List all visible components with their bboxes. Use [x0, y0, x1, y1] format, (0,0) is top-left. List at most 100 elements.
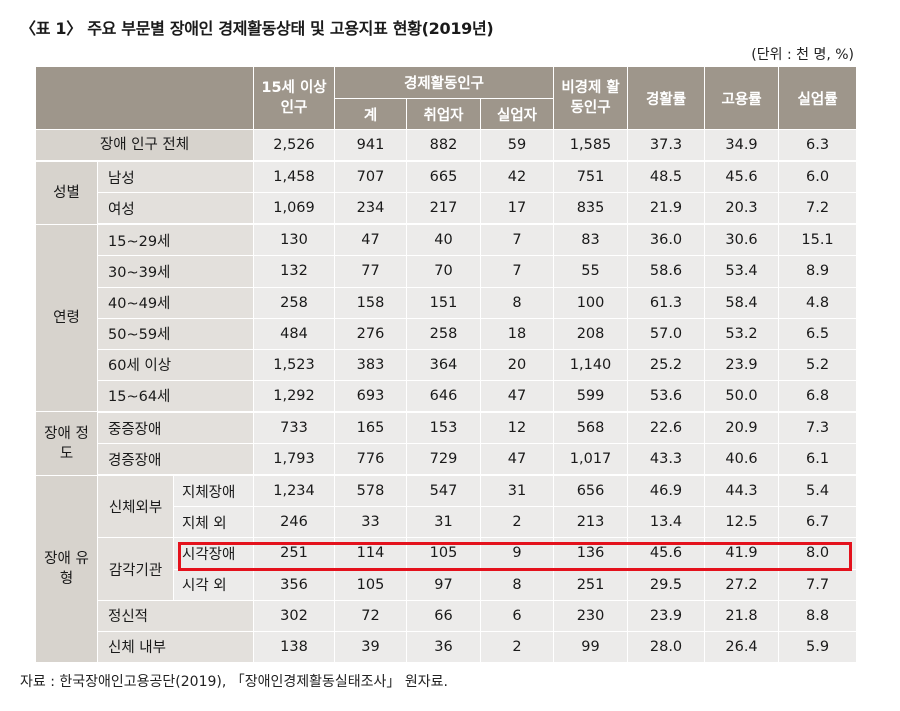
cell-unemployment-rate: 6.5: [778, 317, 858, 350]
cell-total: 158: [334, 286, 407, 319]
cell-participation-rate: 29.5: [627, 568, 706, 601]
header-pop15: 15세 이상 인구: [253, 66, 335, 130]
cell-participation-rate: 43.3: [627, 443, 706, 477]
cell-non-active: 251: [553, 568, 629, 601]
cell-unemployed: 59: [479, 129, 555, 163]
employment-table: 15세 이상 인구 경제활동인구 비경제 활동인구 경활률 고용률 실업률 계 …: [35, 66, 858, 664]
cell-employment-rate: 30.6: [704, 223, 780, 257]
row-label: 시각장애: [173, 537, 254, 570]
cell-employment-rate: 41.9: [704, 537, 780, 570]
cell-employed: 36: [406, 630, 481, 664]
cell-pop15: 258: [253, 286, 335, 319]
cell-non-active: 83: [553, 223, 629, 257]
cell-unemployment-rate: 5.9: [778, 630, 858, 664]
row-label: 15~29세: [97, 223, 254, 257]
cell-pop15: 1,292: [253, 379, 335, 413]
cell-unemployment-rate: 6.7: [778, 506, 858, 539]
row-label: 30~39세: [97, 255, 254, 288]
cell-employment-rate: 58.4: [704, 286, 780, 319]
cell-employment-rate: 50.0: [704, 379, 780, 413]
cell-employment-rate: 40.6: [704, 443, 780, 477]
cell-pop15: 356: [253, 568, 335, 601]
cell-pop15: 251: [253, 537, 335, 570]
cell-employed: 258: [406, 317, 481, 350]
cell-non-active: 1,585: [553, 129, 629, 163]
cell-unemployment-rate: 5.4: [778, 474, 858, 508]
cell-unemployment-rate: 6.1: [778, 443, 858, 477]
cell-employed: 547: [406, 474, 481, 508]
table-row: 15~64세 1,292 693 646 47 599 53.6 50.0 6.…: [36, 379, 858, 413]
cell-pop15: 130: [253, 223, 335, 257]
cell-non-active: 99: [553, 630, 629, 664]
header-participation-rate: 경활률: [627, 66, 706, 130]
cell-unemployment-rate: 4.8: [778, 286, 858, 319]
row-label: 경증장애: [97, 443, 254, 477]
cell-non-active: 208: [553, 317, 629, 350]
cell-unemployed: 7: [479, 223, 555, 257]
cell-unemployed: 20: [479, 348, 555, 381]
cell-employed: 97: [406, 568, 481, 601]
table-row: 경증장애 1,793 776 729 47 1,017 43.3 40.6 6.…: [36, 443, 858, 477]
cell-pop15: 1,458: [253, 160, 335, 194]
cell-unemployed: 47: [479, 379, 555, 413]
cell-total: 941: [334, 129, 407, 163]
cell-employment-rate: 12.5: [704, 506, 780, 539]
cell-participation-rate: 48.5: [627, 160, 706, 194]
row-label: 남성: [97, 160, 254, 194]
category-severity: 장애 정도: [35, 411, 98, 476]
header-unemployment-rate: 실업률: [778, 66, 858, 130]
cell-participation-rate: 13.4: [627, 506, 706, 539]
cell-participation-rate: 21.9: [627, 192, 706, 226]
cell-unemployment-rate: 6.0: [778, 160, 858, 194]
table-row: 정신적 302 72 66 6 230 23.9 21.8 8.8: [36, 599, 858, 632]
row-label: 지체장애: [173, 474, 254, 508]
table-row: 50~59세 484 276 258 18 208 57.0 53.2 6.5: [36, 317, 858, 350]
cell-total: 776: [334, 443, 407, 477]
cell-total: 276: [334, 317, 407, 350]
table-row: 장애 유형 신체외부 지체장애 1,234 578 547 31 656 46.…: [35, 474, 858, 664]
cell-pop15: 302: [253, 599, 335, 632]
cell-participation-rate: 22.6: [627, 411, 706, 445]
cell-employed: 40: [406, 223, 481, 257]
cell-participation-rate: 53.6: [627, 379, 706, 413]
cell-employed: 153: [406, 411, 481, 445]
cell-total: 383: [334, 348, 407, 381]
cell-total: 47: [334, 223, 407, 257]
table-row: 신체 내부 138 39 36 2 99 28.0 26.4 5.9: [36, 630, 858, 664]
cell-non-active: 55: [553, 255, 629, 288]
cell-employed: 364: [406, 348, 481, 381]
cell-total: 234: [334, 192, 407, 226]
cell-unemployment-rate: 7.7: [778, 568, 858, 601]
cell-non-active: 835: [553, 192, 629, 226]
table-row: 시각 외 356 105 97 8 251 29.5 27.2 7.7: [36, 568, 858, 601]
cell-pop15: 1,234: [253, 474, 335, 508]
cell-participation-rate: 37.3: [627, 129, 706, 163]
cell-participation-rate: 45.6: [627, 537, 706, 570]
cell-employment-rate: 45.6: [704, 160, 780, 194]
cell-total: 114: [334, 537, 407, 570]
cell-employment-rate: 20.9: [704, 411, 780, 445]
cell-unemployed: 2: [479, 630, 555, 664]
cell-unemployment-rate: 6.8: [778, 379, 858, 413]
row-label: 중증장애: [97, 411, 254, 445]
cell-employed: 66: [406, 599, 481, 632]
cell-non-active: 1,140: [553, 348, 629, 381]
cell-pop15: 132: [253, 255, 335, 288]
row-label: 50~59세: [97, 317, 254, 350]
cell-unemployed: 17: [479, 192, 555, 226]
cell-total: 578: [334, 474, 407, 508]
unit-note: (단위 : 천 명, %): [751, 47, 854, 63]
cell-non-active: 656: [553, 474, 629, 508]
cell-total: 77: [334, 255, 407, 288]
cell-non-active: 751: [553, 160, 629, 194]
header-econ-active: 경제활동인구: [333, 66, 555, 99]
row-label: 시각 외: [173, 568, 254, 601]
table-row: 장애 정도 중증장애 733 165 153 12 568 22.6 20.9 …: [35, 411, 858, 476]
table-row: 60세 이상 1,523 383 364 20 1,140 25.2 23.9 …: [36, 348, 858, 381]
cell-employment-rate: 20.3: [704, 192, 780, 226]
cell-participation-rate: 23.9: [627, 599, 706, 632]
header-non-active: 비경제 활동인구: [553, 66, 629, 130]
row-label: 40~49세: [97, 286, 254, 319]
cell-participation-rate: 61.3: [627, 286, 706, 319]
cell-employed: 70: [406, 255, 481, 288]
